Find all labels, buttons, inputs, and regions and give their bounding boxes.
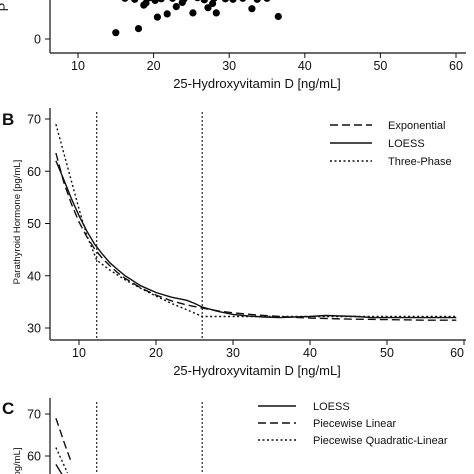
panel-a-data-point: [157, 0, 165, 3]
panel-a-y-axis-title: P: [0, 3, 11, 12]
panel-c-y-axis-title: pg/mL]: [12, 447, 23, 474]
panel-a-data-point: [178, 0, 186, 6]
panel-b-x-tick-label: 50: [380, 346, 394, 360]
panel-c-legend-label: Piecewise Linear: [313, 418, 396, 430]
panel-a-data-point: [229, 0, 237, 3]
panel-b-legend-label: LOESS: [388, 138, 425, 150]
panel-c-letter: C: [2, 399, 14, 418]
panel-b-x-tick-label: 40: [303, 346, 317, 360]
panel-a-data-point: [212, 9, 220, 17]
panel-b-x-tick-label: 60: [450, 346, 464, 360]
panel-a-x-tick-label: 20: [147, 59, 161, 73]
panel-b-x-axis-title: 25-Hydroxyvitamin D [ng/mL]: [173, 363, 341, 378]
panel-b-x-tick-label: 30: [226, 346, 240, 360]
panel-b-legend-label: Exponential: [388, 120, 446, 132]
panel-b-y-tick-label: 50: [27, 217, 41, 231]
panel-c-legend-label: Piecewise Quadratic-Linear: [313, 435, 448, 447]
panel-c-series-piecewise-linear: [55, 417, 72, 463]
panel-a-data-point: [204, 4, 212, 12]
panel-a-x-tick-label: 10: [71, 59, 85, 73]
panel-a-data-point: [169, 0, 176, 2]
panel-a-data-point: [274, 12, 282, 21]
panel-b-series-exponential: [55, 152, 457, 321]
panel-a-data-point: [121, 0, 129, 2]
panel-a-data-point: [163, 10, 171, 18]
panel-a-x-axis-title: 25-Hydroxyvitamin D [ng/mL]: [173, 76, 341, 91]
panel-a-data-point: [239, 0, 246, 2]
panel-a-data-point: [112, 29, 120, 37]
panel-b-y-tick-label: 70: [27, 113, 41, 127]
panel-c-y-tick-label: 70: [27, 408, 41, 422]
panel-a-data-point: [151, 0, 159, 4]
panel-c-series-piecewise-quadratic-linear: [55, 447, 69, 474]
panel-a-data-point: [263, 0, 271, 2]
panel-a-data-point: [209, 0, 217, 8]
panel-c-legend-label: LOESS: [313, 401, 350, 413]
panel-c-y-tick-label: 60: [27, 450, 41, 464]
panel-b-y-tick-label: 40: [27, 269, 41, 283]
panel-b-y-tick-label: 60: [27, 165, 41, 179]
panel-a-data-point: [189, 9, 197, 17]
panel-a-data-point: [153, 13, 161, 21]
panel-a-data-point: [131, 0, 139, 3]
panel-b-y-axis-title: Parathyroid Hormone [pg/mL]: [12, 160, 23, 285]
panel-a-x-tick-label: 40: [298, 59, 312, 73]
panel-a-y-tick-label: 0: [34, 33, 41, 47]
panel-b-legend-label: Three-Phase: [388, 156, 452, 168]
panel-b-x-tick-label: 10: [72, 346, 86, 360]
panel-b-series-three-phase: [55, 124, 457, 318]
panel-b-series-loess: [55, 160, 457, 319]
panel-a-data-point: [172, 3, 180, 11]
panel-a-x-tick-label: 50: [373, 59, 387, 73]
panel-a-data-point: [248, 5, 256, 13]
panel-b-y-tick-label: 30: [27, 322, 41, 336]
panel-a-data-point: [134, 25, 143, 33]
panel-a-data-point: [222, 0, 229, 3]
panel-a-data-point: [142, 0, 150, 7]
panel-a-data-point: [194, 0, 201, 2]
panel-b-x-tick-label: 20: [149, 346, 163, 360]
panel-a-x-tick-label: 60: [449, 59, 463, 73]
panel-a-data-point: [253, 0, 261, 3]
panel-a-data-point: [200, 0, 208, 4]
panel-a-x-tick-label: 30: [222, 59, 236, 73]
panel-b-letter: B: [2, 110, 14, 129]
